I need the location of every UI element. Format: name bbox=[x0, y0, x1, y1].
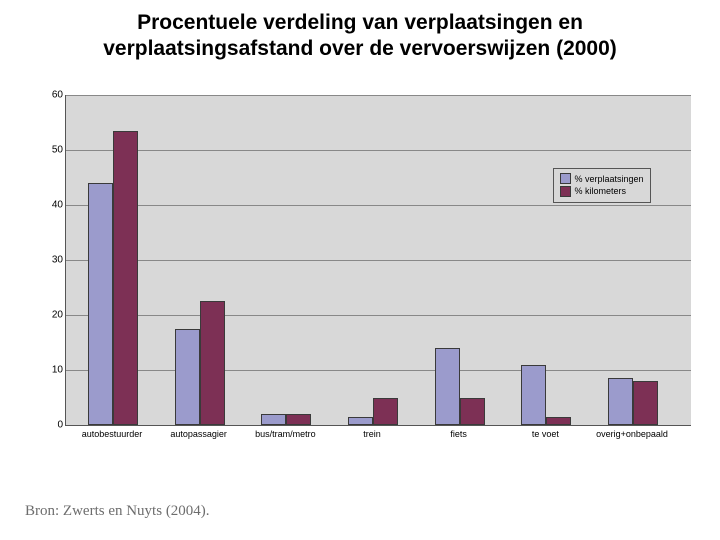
bar bbox=[88, 183, 113, 425]
bar bbox=[200, 301, 225, 425]
grid-line bbox=[66, 370, 691, 371]
y-tick-label: 50 bbox=[45, 145, 63, 156]
y-tick-label: 60 bbox=[45, 90, 63, 101]
legend: % verplaatsingen% kilometers bbox=[553, 168, 651, 203]
x-tick-label: autobestuurder bbox=[82, 429, 143, 439]
x-tick-label: trein bbox=[363, 429, 381, 439]
y-tick-label: 20 bbox=[45, 310, 63, 321]
grid-line bbox=[66, 150, 691, 151]
x-tick-label: autopassagier bbox=[170, 429, 227, 439]
bar bbox=[435, 348, 460, 425]
legend-item: % verplaatsingen bbox=[560, 173, 644, 186]
bar bbox=[175, 329, 200, 425]
bar bbox=[373, 398, 398, 426]
title-line-2: verplaatsingsafstand over de vervoerswij… bbox=[103, 37, 617, 60]
bar bbox=[521, 365, 546, 426]
bar bbox=[286, 414, 311, 425]
legend-swatch bbox=[560, 173, 571, 184]
x-tick-label: overig+onbepaald bbox=[596, 429, 668, 439]
y-tick-label: 0 bbox=[45, 420, 63, 431]
y-tick-label: 30 bbox=[45, 255, 63, 266]
grid-line bbox=[66, 95, 691, 96]
chart-title: Procentuele verdeling van verplaatsingen… bbox=[0, 0, 720, 63]
chart-container: 0 10 20 30 40 50 60 autobestuurder autopassagier… bbox=[35, 85, 700, 465]
grid-line bbox=[66, 260, 691, 261]
x-tick-label: bus/tram/metro bbox=[255, 429, 316, 439]
y-tick-label: 40 bbox=[45, 200, 63, 211]
bar bbox=[546, 417, 571, 425]
title-line-1: Procentuele verdeling van verplaatsingen… bbox=[137, 11, 583, 34]
bar bbox=[633, 381, 658, 425]
legend-label: % verplaatsingen bbox=[575, 173, 644, 186]
bar bbox=[460, 398, 485, 426]
plot-area bbox=[65, 95, 691, 426]
source-text: Bron: Zwerts en Nuyts (2004). bbox=[25, 503, 210, 520]
bar bbox=[113, 131, 138, 425]
bar bbox=[608, 378, 633, 425]
x-tick-label: fiets bbox=[450, 429, 467, 439]
legend-label: % kilometers bbox=[575, 185, 627, 198]
y-tick-label: 10 bbox=[45, 365, 63, 376]
grid-line bbox=[66, 315, 691, 316]
legend-swatch bbox=[560, 186, 571, 197]
x-tick-label: te voet bbox=[532, 429, 559, 439]
bar bbox=[348, 417, 373, 425]
bar bbox=[261, 414, 286, 425]
legend-item: % kilometers bbox=[560, 185, 644, 198]
grid-line bbox=[66, 205, 691, 206]
